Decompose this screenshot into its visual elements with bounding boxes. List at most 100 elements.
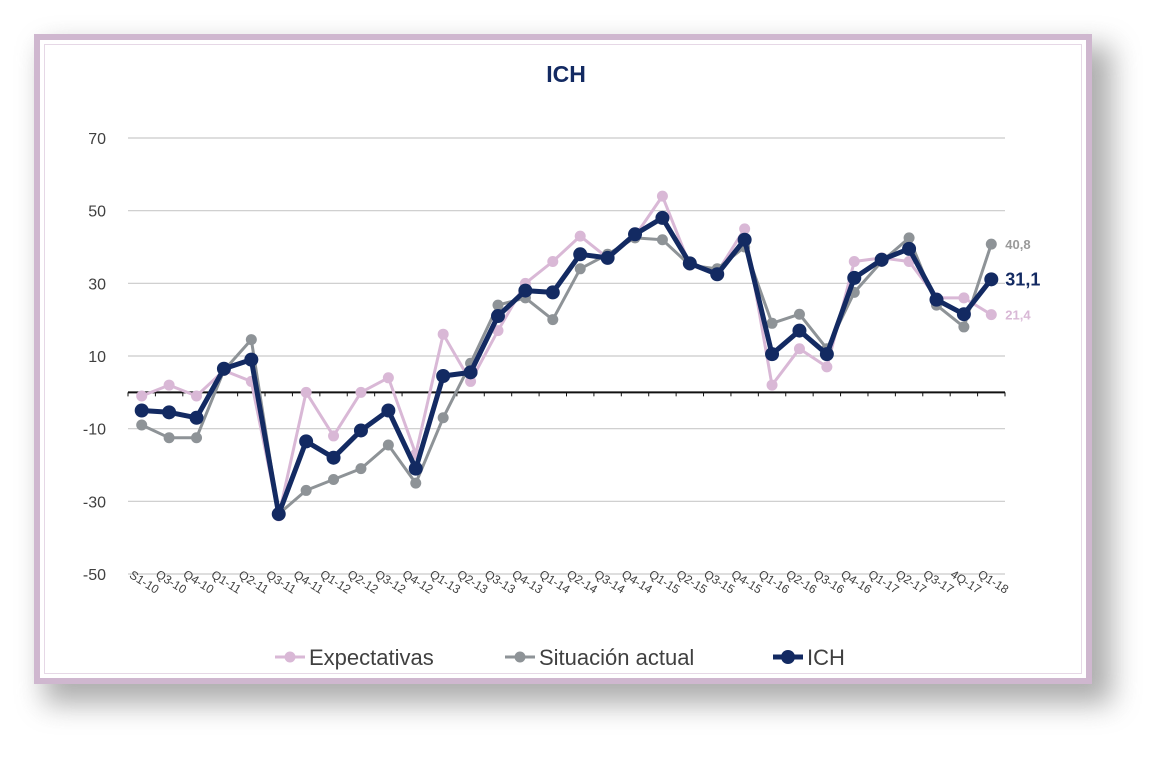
data-point xyxy=(547,256,559,268)
x-axis: S1-10Q3-10Q4-10Q1-11Q2-11Q3-11Q4-11Q1-12… xyxy=(127,567,1011,597)
x-tick-label: Q3-15 xyxy=(701,567,737,597)
x-tick-label: Q4-15 xyxy=(729,567,765,597)
data-point xyxy=(382,372,394,384)
data-point xyxy=(547,314,559,326)
data-point xyxy=(848,256,860,268)
x-tick-label: Q1-13 xyxy=(427,567,463,597)
data-point xyxy=(600,250,615,265)
data-point xyxy=(545,285,560,300)
data-point xyxy=(299,434,314,449)
legend-swatch-marker xyxy=(514,651,526,663)
data-point xyxy=(163,379,175,391)
data-point xyxy=(136,419,148,431)
data-point xyxy=(739,223,751,235)
end-label: 40,8 xyxy=(1005,237,1030,252)
data-point xyxy=(874,252,889,267)
x-tick-label: Q2-14 xyxy=(564,567,600,597)
legend-item-ich: ICH xyxy=(773,645,845,670)
data-point xyxy=(985,309,997,321)
data-point xyxy=(956,307,971,322)
y-tick-label: -50 xyxy=(83,567,106,584)
y-tick-label: 50 xyxy=(88,204,106,221)
data-point xyxy=(134,403,149,418)
data-point xyxy=(492,325,504,337)
data-point xyxy=(958,321,970,333)
x-tick-label: Q4-10 xyxy=(181,567,217,597)
data-point xyxy=(382,439,394,451)
data-point xyxy=(656,190,668,202)
data-point xyxy=(216,361,231,376)
gridlines xyxy=(127,137,1006,575)
legend-swatch-marker xyxy=(284,651,296,663)
x-tick-label: Q2-15 xyxy=(674,567,710,597)
data-point xyxy=(437,412,449,424)
series-ich xyxy=(134,210,999,522)
x-tick-label: Q3-16 xyxy=(811,567,847,597)
data-point xyxy=(328,430,340,442)
legend-label: ICH xyxy=(807,645,845,670)
data-point xyxy=(136,390,148,402)
chart-inner-border xyxy=(44,44,1082,674)
x-tick-label: Q4-14 xyxy=(619,567,655,597)
data-point xyxy=(682,256,697,271)
chart-frame xyxy=(34,34,1092,684)
x-tick-label: 4Q-17 xyxy=(948,567,984,597)
data-point xyxy=(628,227,643,242)
data-point xyxy=(793,308,805,320)
x-tick-label: Q3-10 xyxy=(153,567,189,597)
data-point xyxy=(656,234,668,246)
data-point xyxy=(408,461,423,476)
legend-label: Expectativas xyxy=(309,645,434,670)
x-tick-label: Q2-16 xyxy=(784,567,820,597)
data-point xyxy=(766,317,778,329)
x-tick-label: Q1-18 xyxy=(975,567,1011,597)
data-point xyxy=(847,270,862,285)
data-point xyxy=(984,272,999,287)
data-point xyxy=(490,309,505,324)
x-tick-label: Q1-15 xyxy=(647,567,683,597)
data-point xyxy=(793,343,805,355)
x-tick-label: Q4-16 xyxy=(838,567,874,597)
legend-item-situacion-actual: Situación actual xyxy=(505,645,694,670)
y-tick-label: -10 xyxy=(83,422,106,439)
x-tick-label: Q3-13 xyxy=(482,567,518,597)
x-tick-label: Q3-17 xyxy=(921,567,957,597)
x-tick-label: Q4-13 xyxy=(510,567,546,597)
chart-title: ICH xyxy=(546,61,586,87)
legend-swatch-marker xyxy=(781,650,795,664)
data-point xyxy=(437,328,449,340)
data-point xyxy=(191,432,203,444)
x-tick-label: Q1-16 xyxy=(756,567,792,597)
x-tick-label: Q3-11 xyxy=(264,567,299,596)
x-tick-label: Q1-14 xyxy=(537,567,573,597)
legend-label: Situación actual xyxy=(539,645,694,670)
data-point xyxy=(655,210,670,225)
data-point xyxy=(819,347,834,362)
data-point xyxy=(244,352,259,367)
data-point xyxy=(355,463,367,475)
data-point xyxy=(326,450,341,465)
series-line xyxy=(141,215,994,517)
y-axis: -50 -30 -10 10 30 50 70 xyxy=(83,131,106,584)
x-tick-label: Q3-14 xyxy=(592,567,628,597)
data-point xyxy=(381,403,396,418)
x-tick-label: Q3-12 xyxy=(372,567,408,597)
data-point xyxy=(163,432,175,444)
data-point xyxy=(574,230,586,242)
data-point xyxy=(463,365,478,380)
data-point xyxy=(271,507,286,522)
data-point xyxy=(492,299,504,311)
x-tick-label: Q2-17 xyxy=(893,567,929,597)
end-label: 31,1 xyxy=(1005,269,1040,289)
end-labels: 40,8 31,1 21,4 xyxy=(1005,237,1040,322)
end-label: 21,4 xyxy=(1005,308,1031,323)
y-tick-label: 10 xyxy=(88,349,106,366)
data-point xyxy=(792,323,807,338)
data-point xyxy=(958,292,970,304)
data-point xyxy=(766,379,778,391)
data-point xyxy=(518,283,533,298)
data-point xyxy=(353,423,368,438)
series-layer xyxy=(134,190,999,522)
legend-item-expectativas: Expectativas xyxy=(275,645,434,670)
